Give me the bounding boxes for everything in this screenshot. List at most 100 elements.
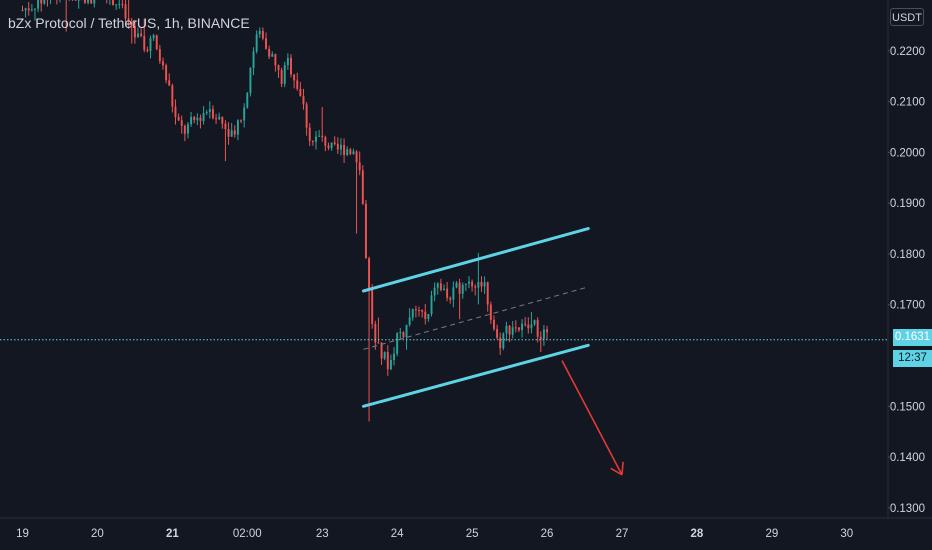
candle-body bbox=[180, 120, 183, 126]
forecast-arrow-head bbox=[621, 461, 624, 475]
candle-body bbox=[511, 327, 514, 335]
candle-body bbox=[252, 51, 255, 68]
candle-body bbox=[355, 151, 358, 163]
candle-body bbox=[199, 117, 202, 121]
candle-body bbox=[258, 30, 261, 35]
candle-body bbox=[343, 144, 346, 155]
candle-body bbox=[446, 288, 449, 298]
candle-body bbox=[464, 283, 467, 285]
candle-body bbox=[433, 287, 436, 296]
candle-body bbox=[430, 295, 433, 315]
candle-body bbox=[386, 352, 389, 370]
candle-body bbox=[240, 120, 243, 122]
candle-body bbox=[140, 33, 143, 37]
candle-body bbox=[265, 38, 267, 49]
candle-body bbox=[280, 70, 283, 84]
y-tick-label: 0.1300 bbox=[890, 503, 925, 515]
candle-body bbox=[458, 282, 461, 294]
candle-body bbox=[221, 116, 224, 124]
candle-body bbox=[389, 359, 392, 370]
candle-body bbox=[496, 328, 499, 338]
y-tick-label: 0.1400 bbox=[890, 452, 925, 464]
candle-body bbox=[530, 324, 533, 329]
candle-body bbox=[299, 88, 302, 96]
candle-body bbox=[424, 311, 427, 319]
candle-body bbox=[149, 38, 152, 52]
candle-body bbox=[155, 35, 158, 50]
x-tick-label: 20 bbox=[91, 528, 104, 540]
candle-body bbox=[24, 8, 27, 11]
candle-body bbox=[492, 319, 495, 329]
candle-body bbox=[527, 324, 530, 329]
candle-body bbox=[546, 329, 549, 333]
candle-body bbox=[40, 0, 43, 4]
candle-body bbox=[133, 25, 136, 38]
x-tick-label: 28 bbox=[691, 528, 704, 540]
candle-body bbox=[499, 337, 502, 349]
candle-body bbox=[315, 136, 317, 142]
y-tick-label: 0.1900 bbox=[890, 198, 925, 210]
candle-body bbox=[162, 61, 164, 66]
candle-body bbox=[402, 332, 405, 338]
candle-body bbox=[27, 8, 30, 11]
candle-body bbox=[165, 65, 168, 81]
candle-body bbox=[486, 282, 489, 305]
candle-body bbox=[112, 0, 114, 5]
candle-body bbox=[236, 120, 239, 135]
candle-body bbox=[339, 144, 342, 150]
y-tick-label: 0.2100 bbox=[890, 97, 925, 109]
candle-body bbox=[514, 327, 517, 329]
forecast-arrow-shaft bbox=[561, 360, 623, 476]
candle-body bbox=[455, 282, 458, 288]
x-tick-label: 29 bbox=[765, 528, 778, 540]
candle-body bbox=[439, 283, 442, 290]
candle-body bbox=[233, 130, 236, 135]
candle-body bbox=[521, 323, 524, 331]
y-tick-label: 0.1700 bbox=[890, 300, 925, 312]
last-price-label: 0.1631 bbox=[893, 329, 932, 346]
candle-body bbox=[171, 85, 174, 107]
x-tick-label: 30 bbox=[840, 528, 853, 540]
candle-body bbox=[302, 95, 305, 105]
x-tick-label: 23 bbox=[316, 528, 329, 540]
candle-body bbox=[115, 4, 118, 6]
candle-body bbox=[408, 317, 411, 325]
candle-body bbox=[152, 35, 155, 39]
candle-body bbox=[261, 30, 264, 39]
candle-body bbox=[427, 314, 430, 319]
candle-body bbox=[318, 135, 321, 137]
candle-body bbox=[230, 130, 233, 137]
candle-body bbox=[436, 283, 439, 288]
candle-body bbox=[118, 3, 121, 5]
candle-body bbox=[505, 325, 508, 334]
candle-body bbox=[333, 142, 336, 144]
candle-body bbox=[205, 111, 208, 114]
currency-selector[interactable]: USDT bbox=[890, 8, 924, 26]
candles-group bbox=[21, 0, 549, 422]
x-tick-label: 19 bbox=[16, 528, 29, 540]
candle-body bbox=[83, 0, 86, 3]
candle-body bbox=[146, 49, 149, 52]
candle-body bbox=[330, 142, 333, 149]
forecast-arrow-head bbox=[610, 467, 623, 476]
candle-body bbox=[174, 106, 177, 117]
channel-upper-line bbox=[361, 227, 590, 293]
candle-body bbox=[208, 109, 211, 112]
candle-body bbox=[290, 57, 292, 75]
candle-body bbox=[321, 135, 324, 138]
y-tick-label: 0.1800 bbox=[890, 249, 925, 261]
candle-body bbox=[399, 332, 402, 334]
candle-body bbox=[283, 65, 286, 84]
candle-body bbox=[361, 170, 364, 204]
candle-body bbox=[393, 353, 396, 360]
candle-body bbox=[177, 116, 180, 121]
candle-body bbox=[218, 116, 221, 120]
candle-body bbox=[124, 4, 127, 19]
candle-body bbox=[327, 145, 330, 149]
candle-body bbox=[37, 0, 40, 9]
candle-body bbox=[517, 327, 520, 331]
candle-body bbox=[21, 10, 24, 12]
candle-body bbox=[336, 143, 339, 150]
candle-body bbox=[471, 281, 474, 287]
